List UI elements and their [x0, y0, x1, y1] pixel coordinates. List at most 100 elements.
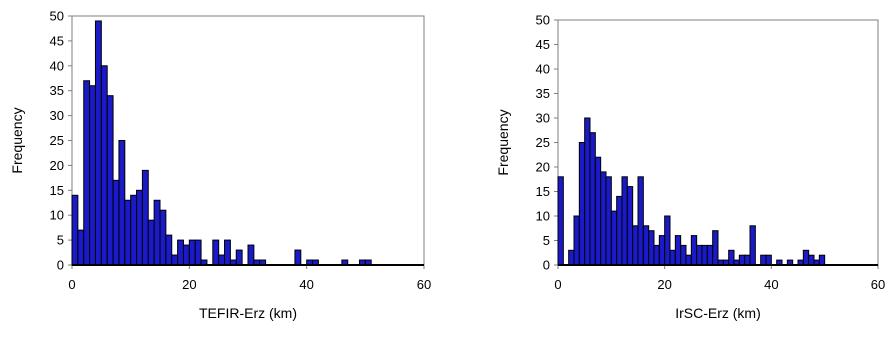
y-tick-label: 25: [536, 135, 550, 150]
histogram-bar: [147, 219, 155, 266]
x-tick-label: 20: [657, 277, 671, 292]
y-tick-label: 20: [50, 158, 64, 173]
histogram-bar: [610, 210, 618, 266]
histogram-bar: [212, 239, 220, 266]
y-tick-label: 10: [536, 209, 550, 224]
histogram-bar: [130, 194, 138, 266]
histogram-bar: [584, 117, 591, 266]
histogram-bar: [589, 132, 596, 266]
histogram-bar: [136, 189, 143, 266]
histogram-bar: [632, 225, 639, 266]
histogram-bar: [557, 176, 564, 266]
histogram-bar: [247, 244, 255, 266]
y-tick-label: 40: [536, 62, 550, 77]
histogram-bar: [100, 65, 108, 266]
histogram-bar: [218, 254, 226, 266]
y-tick-label: 10: [50, 208, 64, 223]
y-tick-label: 15: [50, 183, 64, 198]
histogram-bar: [658, 235, 666, 266]
histogram-bar: [171, 254, 179, 266]
histogram-bar: [674, 235, 682, 266]
histogram-bar: [706, 244, 714, 266]
x-tick-label: 0: [68, 277, 75, 292]
histogram-bar: [690, 235, 698, 266]
histogram-bar: [616, 195, 623, 266]
histogram-bar: [71, 194, 79, 266]
histogram-bar: [680, 244, 687, 266]
y-tick-label: 50: [536, 13, 550, 28]
histogram-bar: [818, 254, 826, 266]
histogram-bar: [106, 95, 114, 266]
histogram-bar: [664, 215, 671, 266]
histogram-bar: [701, 244, 708, 266]
chart-panel-2: 0 5 10 15 20 25 30 35 40 45 50 0 20 40 60 IrSC-Erz (km)…: [495, 13, 885, 322]
histogram-bar: [600, 171, 607, 266]
x-tick-label: 40: [299, 277, 313, 292]
y-tick-label: 40: [50, 58, 64, 73]
x-tick-label: 60: [417, 277, 431, 292]
histogram-bar: [194, 239, 202, 266]
y-tick-label: 0: [543, 258, 550, 273]
histogram-bar: [177, 239, 184, 266]
histogram-bar: [808, 254, 815, 266]
histogram-bar: [294, 249, 302, 266]
x-tick-label: 20: [182, 277, 196, 292]
histogram-bar: [738, 254, 746, 266]
histogram-bar: [568, 249, 575, 266]
histogram-bar: [224, 239, 231, 266]
y-axis-title: Frequency: [9, 107, 25, 173]
histogram-bar: [637, 176, 644, 266]
histogram-bar: [760, 254, 767, 266]
histogram-bar: [765, 254, 772, 266]
histogram-bar: [685, 254, 692, 266]
histogram-bar: [696, 244, 703, 266]
histogram-bar: [159, 209, 167, 266]
histogram-bar: [728, 249, 735, 266]
histogram-bar: [188, 239, 196, 266]
histogram-bar: [124, 199, 132, 266]
y-tick-label: 0: [57, 258, 64, 273]
histogram-bar: [83, 80, 91, 266]
histogram-bar: [621, 176, 628, 266]
histogram-bar: [153, 199, 161, 266]
x-axis-title: TEFIR-Erz (km): [199, 305, 297, 321]
y-tick-label: 30: [50, 108, 64, 123]
y-tick-label: 30: [536, 111, 550, 126]
histogram-bar: [802, 249, 810, 266]
y-tick-label: 35: [50, 83, 64, 98]
x-tick-label: 60: [871, 277, 885, 292]
y-tick-label: 25: [50, 133, 64, 148]
histogram-bar: [165, 234, 173, 266]
histogram-bar: [573, 215, 580, 266]
chart-panel-1: 0 5 10 15 20 25 30 35 40 45 50 0 20 40 60 TEFIR-Erz (km…: [9, 9, 431, 322]
histogram-bar: [182, 244, 190, 266]
histogram-bar: [89, 85, 96, 266]
histogram-bar: [749, 225, 756, 266]
histogram-bar: [594, 156, 602, 266]
histogram-bar: [141, 169, 149, 266]
histogram-bar: [626, 186, 634, 266]
x-axis-title: IrSC-Erz (km): [675, 305, 761, 321]
histogram-bar: [653, 244, 660, 266]
x-tick-label: 40: [764, 277, 778, 292]
y-tick-label: 5: [543, 233, 550, 248]
y-tick-label: 35: [536, 86, 550, 101]
histogram-bar: [94, 20, 102, 266]
y-tick-label: 45: [50, 33, 64, 48]
y-tick-label: 5: [57, 233, 64, 248]
y-tick-label: 20: [536, 160, 550, 175]
y-tick-label: 50: [50, 9, 64, 24]
histogram-bar: [642, 225, 650, 266]
histogram-bar: [77, 229, 85, 266]
y-axis-title: Frequency: [495, 109, 511, 175]
histogram-bar: [112, 179, 120, 266]
histogram-bar: [648, 230, 655, 266]
histogram-bar: [118, 140, 126, 266]
histogram-bar: [712, 230, 719, 266]
x-tick-label: 0: [554, 277, 561, 292]
histogram-bar: [235, 249, 243, 266]
histogram-bar: [744, 254, 751, 266]
y-tick-label: 45: [536, 37, 550, 52]
